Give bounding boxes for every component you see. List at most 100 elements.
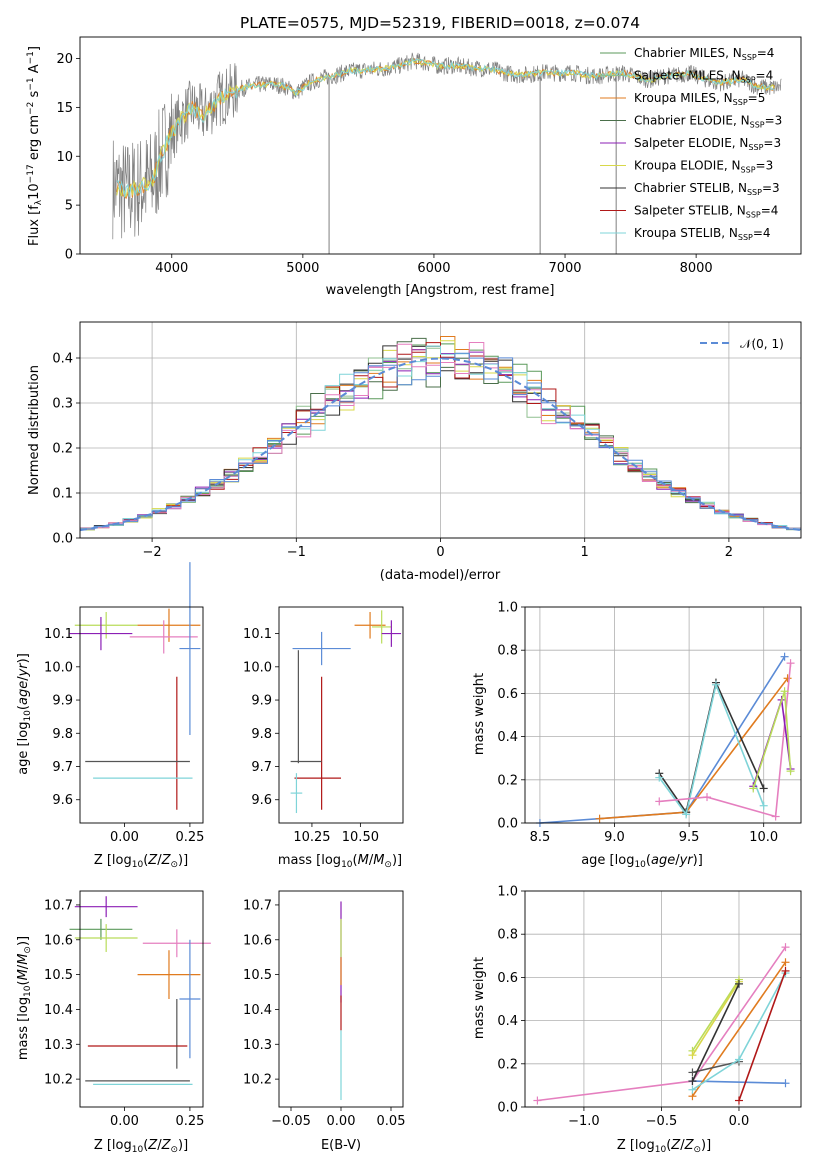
model-fit-line	[116, 57, 775, 198]
weight-point-marker	[781, 943, 790, 952]
spectrum-ylabel: Flux [fλ10−17 erg cm−2 s−1 A−1]	[26, 46, 44, 246]
y-tick-label: 0	[65, 248, 73, 263]
weight-series-line	[692, 1080, 786, 1084]
y-tick-label: 20	[56, 52, 73, 67]
y-tick-label: 10.1	[44, 627, 73, 642]
x-tick-label: −0.05	[271, 1114, 311, 1129]
x-tick-label: 6000	[417, 261, 450, 276]
legend-label-main: Salpeter ELODIE, N	[634, 136, 748, 150]
x-tick-label: 4000	[155, 261, 188, 276]
legend-label-sub: SSP	[738, 233, 753, 242]
weight-point-marker	[781, 966, 790, 975]
p8-ylabel: mass weight	[472, 957, 487, 1039]
errorbar	[69, 616, 133, 651]
legend-label-tail: =4	[757, 46, 775, 60]
ylabel-part-6: s	[27, 90, 42, 101]
errorbar	[179, 939, 201, 1059]
spectrum-title: PLATE=0575, MJD=52319, FIBERID=0018, z=0…	[240, 14, 640, 32]
y-tick-label: 0.3	[52, 397, 73, 412]
x-tick-label: 0.25	[175, 830, 204, 845]
x-tick-label: 0.00	[327, 1114, 356, 1129]
y-tick-label: 10.5	[243, 968, 272, 983]
legend-label-tail: =3	[763, 136, 781, 150]
legend-label-tail: =4	[761, 204, 779, 218]
y-tick-label: 1.0	[497, 885, 518, 900]
errorbar	[69, 918, 133, 940]
x-tick-label: −1.0	[568, 1114, 600, 1129]
ylabel-part-2: 10	[27, 183, 42, 200]
y-tick-label: 0.1	[52, 487, 73, 502]
y-tick-label: 10.4	[44, 1003, 73, 1018]
ylabel-part-7: −1	[26, 77, 36, 90]
legend-label-sub: SSP	[747, 188, 762, 197]
legend-label-sub: SSP	[742, 53, 757, 62]
z-age-panel: 0.00 0.25 9.6 9.7 9.8 9.9 10.0 10.1	[44, 562, 204, 845]
residual-xlabel: (data-model)/error	[380, 568, 501, 583]
y-tick-label: 10.2	[44, 1073, 73, 1088]
axes-frame	[79, 36, 802, 255]
errorbar	[74, 896, 138, 918]
errorbar	[74, 924, 138, 952]
y-tick-label: 10.2	[243, 1073, 272, 1088]
y-tick-label: 10.7	[243, 898, 272, 913]
x-tick-label: 0.00	[110, 830, 139, 845]
y-tick-label: 15	[56, 101, 73, 116]
mass-age-panel: 10.25 10.50 9.6 9.7 9.8 9.9 10.0 10.1	[243, 606, 404, 845]
ylabel-part-8: A	[27, 64, 42, 77]
errorbar	[179, 562, 201, 735]
weight-point-marker	[771, 812, 780, 821]
weight-point-marker	[759, 801, 768, 810]
legend-label-sub: SSP	[741, 166, 756, 175]
y-tick-label: 9.6	[251, 793, 272, 808]
ylabel-part-1: λ	[34, 199, 44, 205]
p3-ylabel: age [log10(age/yr)]	[16, 653, 33, 775]
errorbar	[290, 773, 303, 814]
y-tick-label: 0.4	[497, 730, 518, 745]
x-tick-label: 10.25	[293, 830, 330, 845]
y-tick-label: 0.0	[497, 1101, 518, 1116]
weight-series-line	[659, 663, 792, 818]
y-tick-label: 9.9	[52, 694, 73, 709]
weight-series-line	[691, 979, 740, 1052]
errorbar	[354, 611, 386, 639]
p4-xlabel: mass [log10(M/M⊙)]	[278, 853, 402, 870]
legend-label-main: Kroupa MILES, N	[634, 91, 733, 105]
weight-series-line	[692, 1060, 740, 1074]
p6-xlabel: Z [log10(Z/Z⊙)]	[94, 1138, 188, 1155]
ylabel-part-5: −2	[26, 102, 36, 115]
weight-point-marker	[781, 958, 790, 967]
axes-frame	[79, 606, 204, 824]
y-tick-label: 10.4	[243, 1003, 272, 1018]
errorbar	[74, 611, 138, 639]
weight-series-line	[691, 983, 740, 1082]
y-tick-label: 0.2	[497, 773, 518, 788]
legend-label: Kroupa STELIB, NSSP=4	[634, 226, 771, 242]
legend-label-main: Kroupa ELODIE, N	[634, 159, 741, 173]
y-tick-label: 0.6	[497, 971, 518, 986]
ebv-mass-panel: −0.05 0.00 0.05 10.2 10.3 10.4 10.5 10.6 10.7	[243, 890, 405, 1129]
x-tick-label: −2	[143, 545, 162, 560]
axes-frame	[278, 606, 404, 824]
age-weight-panel: 8.5 9.0 9.5 10.0 0.0 0.2 0.4 0.6 0.8 1.0	[497, 601, 802, 845]
weight-series-line	[691, 981, 740, 1056]
x-tick-label: 1	[581, 545, 589, 560]
y-tick-label: 10.0	[243, 660, 272, 675]
legend-label-main: Kroupa STELIB, N	[634, 226, 738, 240]
legend-label-tail: =5	[748, 91, 766, 105]
legend-label-normal: 𝒩(0, 1)	[740, 337, 784, 351]
y-tick-label: 10.1	[243, 627, 272, 642]
axes-frame	[524, 606, 802, 824]
axes-frame	[79, 321, 802, 539]
y-tick-label: 9.8	[251, 727, 272, 742]
weight-point-marker	[786, 767, 795, 776]
p7-xlabel: E(B-V)	[321, 1138, 361, 1153]
x-tick-label: 9.5	[679, 830, 700, 845]
x-tick-label: 9.0	[604, 830, 625, 845]
legend-label: Chabrier STELIB, NSSP=3	[634, 181, 780, 197]
legend-label-tail: =3	[762, 181, 780, 195]
weight-point-marker	[533, 1096, 542, 1105]
y-tick-label: 10	[56, 150, 73, 165]
weight-point-marker	[786, 659, 795, 668]
p3-xlabel: Z [log10(Z/Z⊙)]	[94, 853, 188, 870]
y-tick-label: 0.0	[497, 817, 518, 832]
